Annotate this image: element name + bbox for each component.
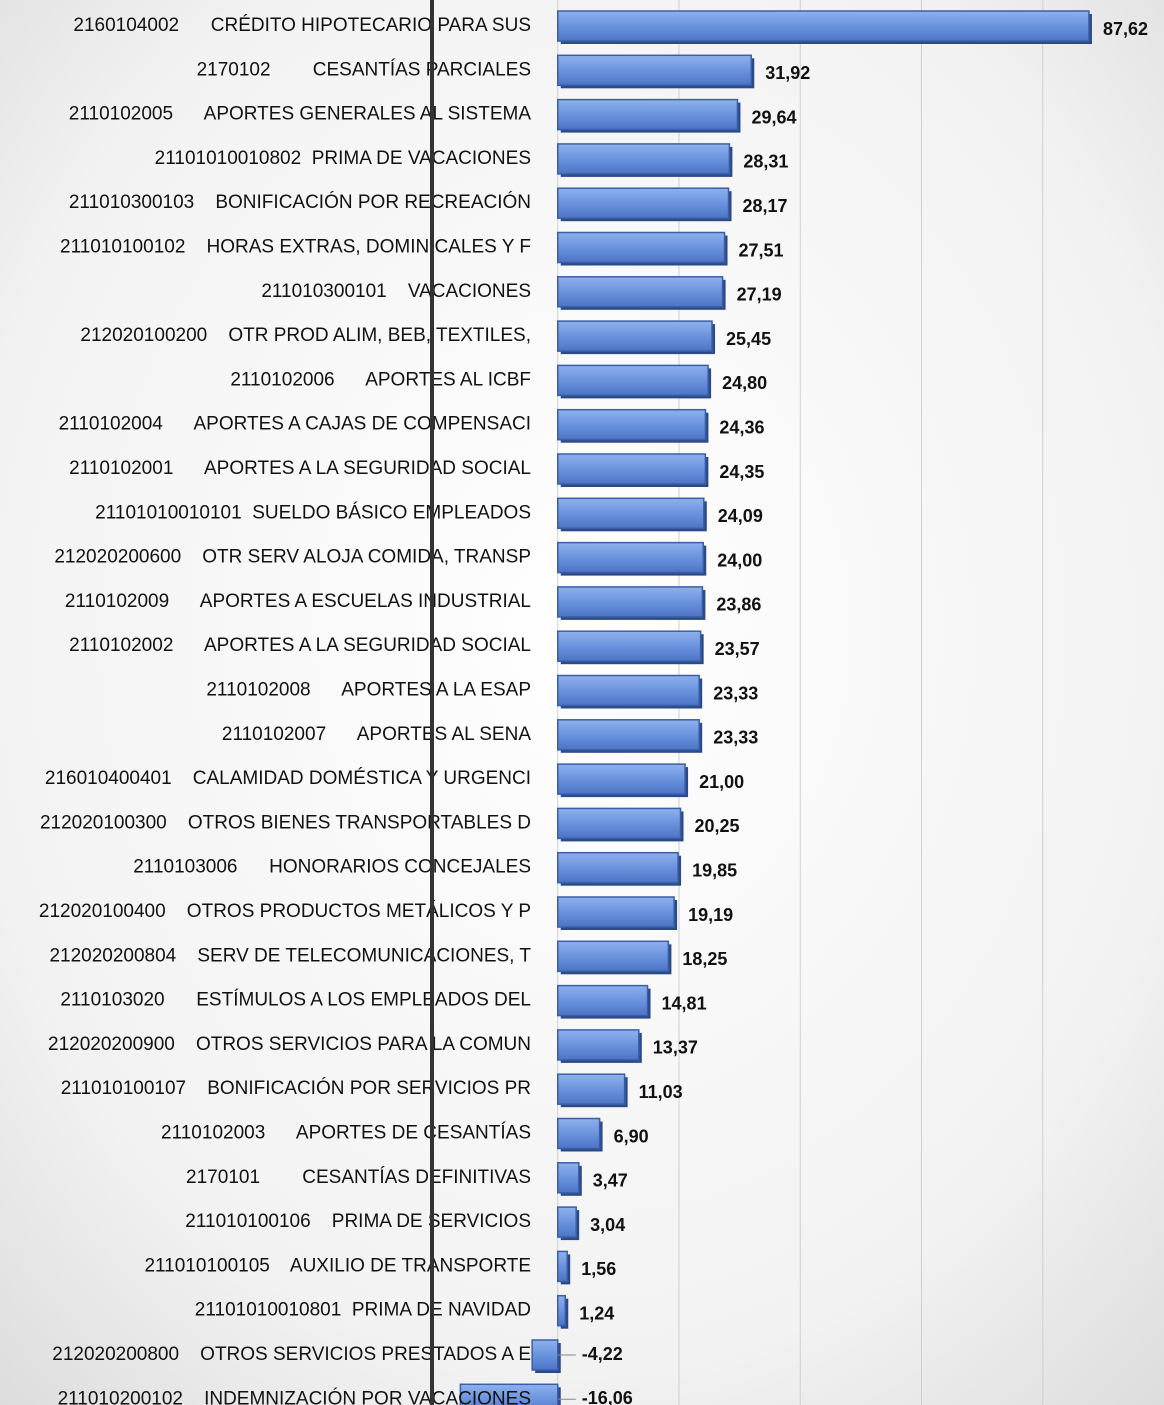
bar bbox=[531, 1339, 559, 1371]
bar bbox=[557, 364, 709, 397]
bar bbox=[557, 1029, 640, 1061]
value-label: 87,62 bbox=[1103, 19, 1148, 39]
bar bbox=[557, 1294, 567, 1327]
value-label: 23,33 bbox=[713, 728, 758, 748]
y-tick-label: 212020100200 OTR PROD ALIM, BEB, TEXTILE… bbox=[80, 325, 531, 346]
bar bbox=[557, 98, 739, 131]
value-label: 28,17 bbox=[743, 196, 788, 216]
value-label: 28,31 bbox=[743, 152, 788, 172]
y-tick-label: 2170102 CESANTÍAS PARCIALES bbox=[197, 59, 531, 80]
y-tick-label: 2160104002 CRÉDITO HIPOTECARIO PARA SUS bbox=[73, 15, 531, 36]
y-tick-label: 211010100105 AUXILIO DE TRANSPORTE bbox=[144, 1255, 531, 1276]
bar bbox=[557, 984, 649, 1017]
value-label: 31,92 bbox=[765, 63, 810, 83]
value-label: 21,00 bbox=[699, 772, 744, 792]
bar bbox=[557, 231, 726, 264]
y-tick-label: 216010400401 CALAMIDAD DOMÉSTICA Y URGEN… bbox=[45, 768, 531, 789]
value-label: 3,47 bbox=[593, 1171, 628, 1191]
y-tick-label: 211010100102 HORAS EXTRAS, DOMINICALES Y… bbox=[60, 237, 531, 258]
value-label: 24,00 bbox=[717, 550, 762, 570]
value-label: 24,35 bbox=[719, 462, 764, 482]
value-label: 23,57 bbox=[715, 639, 760, 659]
bar bbox=[557, 1117, 601, 1150]
y-tick-label: 211010200102 INDEMNIZACIÓN POR VACACIONE… bbox=[58, 1387, 531, 1405]
value-label: 6,90 bbox=[614, 1126, 649, 1146]
bar bbox=[557, 630, 702, 662]
y-tick-label: 212020200804 SERV DE TELECOMUNICACIONES,… bbox=[49, 945, 531, 966]
value-label: -16,06 bbox=[582, 1388, 633, 1405]
bar bbox=[557, 143, 731, 175]
y-tick-label: 211010100106 PRIMA DE SERVICIOS bbox=[185, 1211, 531, 1232]
bar bbox=[557, 940, 670, 973]
y-tick-label: 212020200800 OTROS SERVICIOS PRESTADOS A… bbox=[52, 1344, 531, 1365]
value-label: 24,80 bbox=[722, 373, 767, 393]
y-tick-label: 2110102001 APORTES A LA SEGURIDAD SOCIAL bbox=[69, 458, 531, 479]
value-label: 23,33 bbox=[713, 683, 758, 703]
y-tick-label: 2170101 CESANTÍAS DEFINITIVAS bbox=[186, 1167, 531, 1188]
value-label: 1,56 bbox=[581, 1259, 616, 1279]
bar bbox=[557, 851, 679, 884]
value-label: 27,19 bbox=[737, 285, 782, 305]
bar bbox=[557, 320, 713, 352]
value-label: 18,25 bbox=[682, 949, 727, 969]
y-tick-label: 2110102006 APORTES AL ICBF bbox=[230, 369, 531, 390]
value-label: 19,19 bbox=[688, 905, 733, 925]
value-label: 27,51 bbox=[739, 240, 784, 260]
bar bbox=[557, 1162, 580, 1194]
bar bbox=[557, 674, 700, 707]
value-label: 24,36 bbox=[719, 417, 764, 437]
y-tick-label: 2110102007 APORTES AL SENA bbox=[222, 724, 531, 745]
y-tick-label: 21101010010801 PRIMA DE NAVIDAD bbox=[195, 1300, 531, 1321]
bar bbox=[557, 1206, 577, 1238]
value-label: 29,64 bbox=[751, 107, 796, 127]
y-tick-label: 21101010010101 SUELDO BÁSICO EMPLEADOS bbox=[95, 502, 531, 523]
bar bbox=[557, 1073, 626, 1105]
value-label: 25,45 bbox=[726, 329, 771, 349]
y-tick-label: 212020100300 OTROS BIENES TRANSPORTABLES… bbox=[40, 812, 531, 833]
y-tick-label: 2110102002 APORTES A LA SEGURIDAD SOCIAL bbox=[69, 635, 531, 656]
bar bbox=[557, 586, 704, 618]
bar bbox=[557, 719, 700, 751]
value-label: 11,03 bbox=[639, 1082, 683, 1102]
bar bbox=[557, 763, 686, 795]
y-tick-label: 2110103020 ESTÍMULOS A LOS EMPLEADOS DEL bbox=[60, 990, 531, 1011]
value-label: 13,37 bbox=[653, 1038, 698, 1058]
value-label: 3,04 bbox=[590, 1215, 625, 1235]
divider-line bbox=[430, 0, 434, 1405]
bar bbox=[557, 896, 675, 928]
bar bbox=[557, 807, 682, 840]
y-tick-label: 211010100107 BONIFICACIÓN POR SERVICIOS … bbox=[61, 1077, 531, 1099]
bar bbox=[557, 408, 707, 441]
y-tick-label: 212020200900 OTROS SERVICIOS PARA LA COM… bbox=[48, 1034, 531, 1055]
value-label: 1,24 bbox=[579, 1303, 614, 1323]
y-tick-label: 2110103006 HONORARIOS CONCEJALES bbox=[133, 857, 531, 878]
y-tick-label: 211010300101 VACACIONES bbox=[261, 281, 531, 302]
y-tick-label: 2110102004 APORTES A CAJAS DE COMPENSACI bbox=[59, 414, 531, 435]
value-label: 24,09 bbox=[718, 506, 763, 526]
y-tick-label: 212020100400 OTROS PRODUCTOS METÁLICOS Y… bbox=[39, 901, 531, 922]
bar bbox=[557, 10, 1090, 42]
y-tick-label: 212020200600 OTR SERV ALOJA COMIDA, TRAN… bbox=[54, 547, 531, 568]
y-tick-label: 2110102008 APORTES A LA ESAP bbox=[206, 680, 531, 701]
y-tick-label: 2110102009 APORTES A ESCUELAS INDUSTRIAL bbox=[65, 591, 531, 612]
y-tick-label: 211010300103 BONIFICACIÓN POR RECREACIÓN bbox=[69, 191, 531, 213]
value-label: 19,85 bbox=[692, 860, 737, 880]
value-label: 20,25 bbox=[695, 816, 740, 836]
value-label: 14,81 bbox=[662, 993, 707, 1013]
bar bbox=[557, 54, 753, 87]
y-tick-label: 2110102003 APORTES DE CESANTÍAS bbox=[161, 1123, 531, 1144]
y-tick-label: 21101010010802 PRIMA DE VACACIONES bbox=[155, 148, 531, 169]
bar bbox=[557, 276, 724, 308]
bar bbox=[557, 1250, 568, 1283]
bar bbox=[557, 497, 705, 530]
value-label: 23,86 bbox=[716, 595, 761, 615]
bar bbox=[557, 453, 707, 485]
bar bbox=[557, 187, 730, 219]
y-tick-label: 2110102005 APORTES GENERALES AL SISTEMA bbox=[69, 104, 532, 125]
bar bbox=[557, 541, 704, 574]
value-label: -4,22 bbox=[582, 1344, 623, 1364]
